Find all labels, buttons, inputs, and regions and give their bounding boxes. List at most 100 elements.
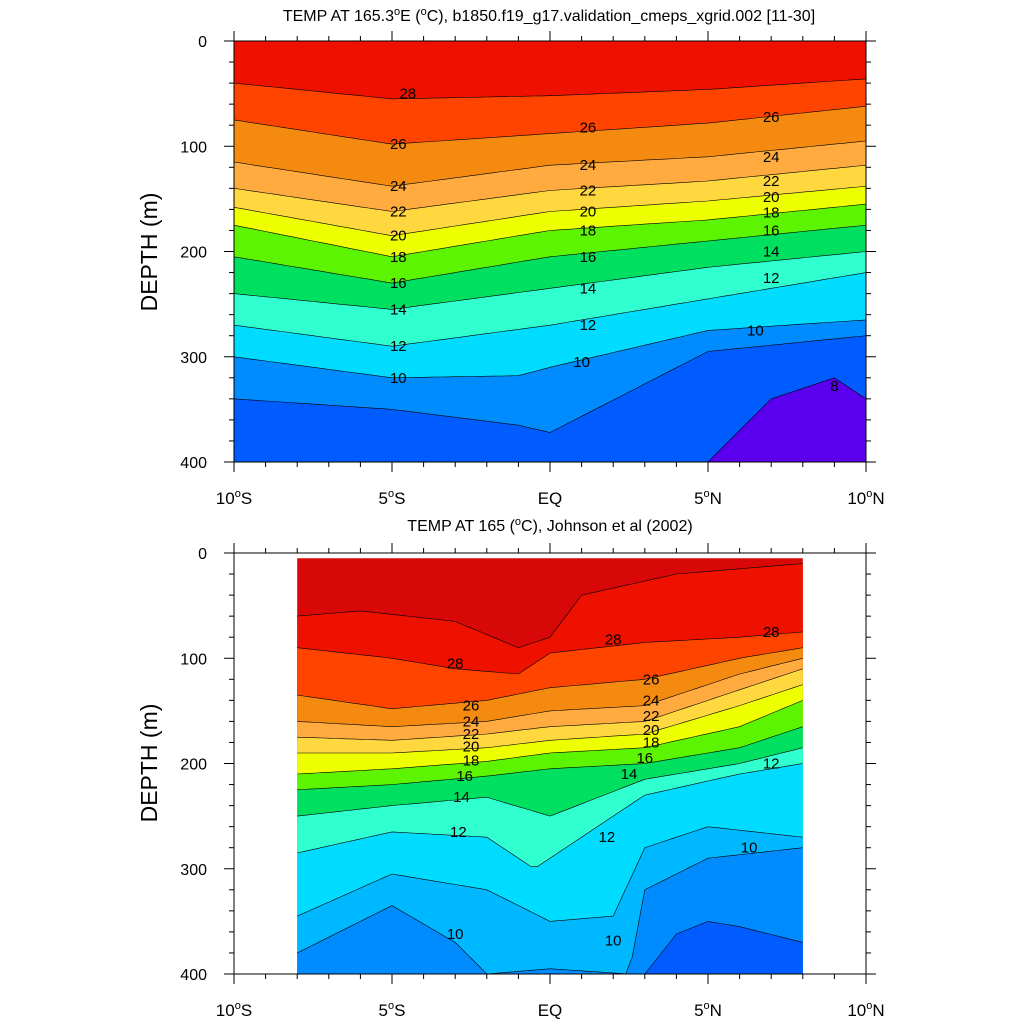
contour-label: 18 — [463, 752, 480, 769]
isotherm-11 — [297, 826, 803, 922]
contour-label: 14 — [453, 789, 470, 806]
contour-label: 28 — [605, 631, 622, 648]
x-tick-label: 5oS — [379, 488, 406, 508]
contour-label: 22 — [763, 173, 780, 190]
x-tick-label: 10oS — [216, 488, 252, 508]
chart-title: TEMP AT 165 (oC), Johnson et al (2002) — [407, 516, 692, 535]
contour-label: 14 — [621, 766, 638, 783]
contour-label: 26 — [463, 698, 480, 715]
isotherm-28 — [297, 631, 803, 675]
contour-label: 16 — [580, 249, 597, 266]
y-tick-label: 200 — [180, 757, 207, 774]
contour-label: 22 — [463, 726, 480, 743]
contour-label: 26 — [643, 671, 660, 688]
isotherm-18 — [233, 203, 867, 258]
isotherm-9 — [644, 921, 803, 975]
temperature-band-9 — [644, 921, 803, 974]
contour-label: 8 — [830, 378, 838, 395]
y-axis-label: DEPTH (m) — [136, 704, 162, 823]
y-tick-label: 400 — [180, 967, 207, 984]
contour-label: 24 — [463, 713, 480, 730]
isotherm-16 — [233, 224, 867, 284]
isotherm-12 — [233, 272, 867, 347]
isotherm-14 — [297, 747, 803, 817]
x-tick-label: 5oN — [694, 488, 722, 508]
x-tick-label: EQ — [538, 1001, 563, 1020]
y-tick-label: 300 — [180, 862, 207, 879]
chart-title: TEMP AT 165.3oE (oC), b1850.f19_g17.vali… — [283, 6, 815, 25]
isotherm-16 — [297, 726, 803, 791]
contour-label: 14 — [763, 244, 780, 261]
contour-label: 20 — [763, 189, 780, 206]
x-tick-label: 5oN — [694, 1000, 722, 1020]
x-tick-label: EQ — [538, 489, 563, 508]
temperature-band-8 — [708, 377, 866, 462]
contour-label: 20 — [463, 739, 480, 756]
isotherm-8 — [707, 377, 867, 463]
isotherm-20 — [297, 684, 803, 754]
isotherm-29 — [297, 563, 803, 649]
isotherm-28 — [233, 78, 867, 100]
contour-label: 18 — [390, 249, 407, 266]
y-axis-label: DEPTH (m) — [136, 193, 162, 312]
contour-label: 22 — [580, 182, 597, 199]
contour-label: 24 — [763, 149, 780, 166]
contour-label: 26 — [763, 109, 780, 126]
isotherm-22 — [233, 164, 867, 212]
y-tick-label: 400 — [180, 455, 207, 472]
isotherm-10 — [297, 847, 803, 975]
temperature-band-9 — [234, 335, 866, 462]
isotherm-14 — [233, 251, 867, 310]
y-tick-label: 200 — [180, 245, 207, 262]
contour-label: 20 — [390, 228, 407, 245]
x-tick-label: 10oS — [216, 1000, 252, 1020]
contour-label: 20 — [580, 204, 597, 221]
contour-label: 10 — [573, 354, 590, 371]
contour-label: 22 — [390, 204, 407, 221]
model-panel: TEMP AT 165.3oE (oC), b1850.f19_g17.vali… — [136, 6, 885, 508]
contour-label: 26 — [390, 136, 407, 153]
contour-label: 12 — [450, 824, 467, 841]
contour-label: 10 — [741, 840, 758, 857]
y-tick-label: 0 — [198, 34, 207, 51]
contour-label: 26 — [580, 119, 597, 136]
contour-label: 28 — [399, 86, 416, 103]
isotherm-26 — [297, 647, 803, 710]
contour-label: 16 — [456, 768, 473, 785]
contour-label: 12 — [390, 338, 407, 355]
isotherm-9 — [233, 335, 867, 433]
contour-label: 24 — [643, 692, 660, 709]
contour-label: 12 — [580, 317, 597, 334]
contour-label: 16 — [390, 275, 407, 292]
isotherm-24 — [297, 658, 803, 728]
x-tick-label: 10oN — [847, 1000, 884, 1020]
contour-label: 12 — [599, 829, 616, 846]
y-tick-label: 300 — [180, 350, 207, 367]
contour-label: 24 — [580, 157, 597, 174]
contour-label: 22 — [643, 708, 660, 725]
observation-panel: TEMP AT 165 (oC), Johnson et al (2002) 2… — [136, 516, 885, 1020]
y-tick-label: 100 — [180, 651, 207, 668]
isotherm-26 — [233, 106, 867, 145]
y-tick-label: 100 — [180, 139, 207, 156]
isotherm-22 — [297, 668, 803, 741]
isotherm-10 — [233, 319, 867, 379]
contour-label: 14 — [390, 301, 407, 318]
isotherm-24 — [233, 140, 867, 187]
x-tick-label: 10oN — [847, 488, 884, 508]
contour-label: 12 — [763, 756, 780, 773]
contour-label: 10 — [747, 322, 764, 339]
contour-label: 10 — [447, 926, 464, 943]
contour-label: 28 — [447, 656, 464, 673]
isotherm-12 — [297, 763, 803, 867]
x-tick-label: 5oS — [379, 1000, 406, 1020]
isotherm-20 — [233, 185, 867, 237]
contour-label: 18 — [580, 222, 597, 239]
contour-label: 20 — [643, 722, 660, 739]
y-tick-label: 0 — [198, 546, 207, 563]
contour-label: 18 — [763, 205, 780, 222]
contour-label: 10 — [605, 932, 622, 949]
